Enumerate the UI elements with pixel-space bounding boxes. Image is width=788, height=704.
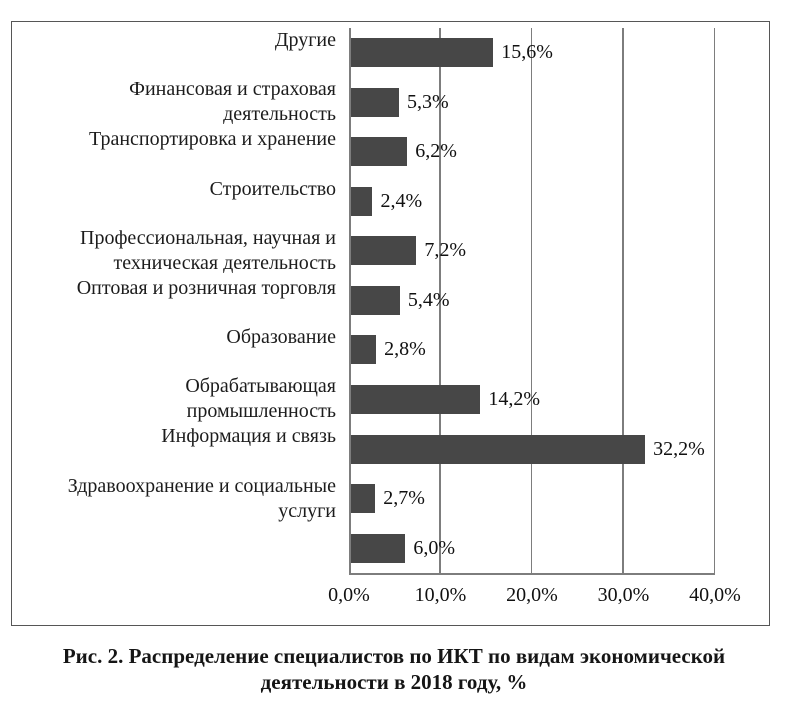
value-label: 14,2% — [488, 387, 541, 410]
category-label: Здравоохранение и социальные услуги — [67, 474, 336, 522]
gridlines — [349, 28, 715, 575]
bar — [350, 87, 399, 117]
gridline — [713, 28, 715, 573]
bar-track: 6,2% — [350, 127, 719, 176]
category-label: Другие — [274, 29, 336, 51]
chart-row: Другие 15,6% — [12, 28, 769, 77]
category-label: Оптовая и розничная торговля — [76, 276, 336, 299]
category-label: Образование — [226, 326, 336, 349]
bar — [350, 137, 408, 167]
bar — [350, 335, 377, 365]
bar-track: 6,0% — [350, 524, 719, 573]
chart-row: Обрабатывающая промышленность 14,2% — [12, 374, 769, 424]
x-axis-line — [349, 573, 715, 575]
bar-track: 2,8% — [350, 325, 719, 374]
value-label: 7,2% — [424, 239, 467, 262]
x-tick-label: 30,0% — [597, 584, 650, 606]
x-tick-label: 20,0% — [506, 584, 558, 606]
bar — [350, 484, 376, 514]
chart-row: Строительство 2,4% — [12, 177, 769, 226]
chart-row: 6,0% — [12, 524, 769, 573]
value-label: 2,4% — [380, 189, 423, 212]
gridline — [530, 28, 532, 573]
value-label: 2,7% — [383, 487, 425, 510]
category-label: Строительство — [209, 177, 336, 200]
category-label: Информация и связь — [161, 425, 336, 448]
chart-row: Здравоохранение и социальные услуги 2,7% — [12, 474, 769, 524]
plot-area: Другие 15,6% Финансовая и страховая деятел… — [12, 28, 769, 575]
bar-track: 2,4% — [350, 177, 719, 226]
value-label: 15,6% — [501, 41, 553, 64]
bar-track: 32,2% — [350, 424, 719, 473]
bar — [350, 384, 481, 414]
value-label: 2,8% — [384, 338, 426, 361]
x-tick-label: 40,0% — [689, 584, 741, 606]
chart-row: Транспортировка и хранение 6,2% — [12, 127, 769, 176]
value-label: 6,0% — [413, 536, 456, 559]
chart-row: Информация и связь 32,2% — [12, 424, 769, 473]
bar — [350, 434, 646, 464]
category-label: Обрабатывающая промышленность — [185, 375, 336, 423]
bar-chart-frame: Другие 15,6% Финансовая и страховая деятел… — [11, 21, 770, 626]
chart-row: Профессиональная, научная и техническая … — [12, 226, 769, 276]
category-label — [12, 524, 349, 573]
bar — [350, 285, 400, 315]
bar-track: 14,2% — [350, 374, 719, 424]
bar — [350, 533, 406, 563]
bar-track: 2,7% — [350, 474, 719, 524]
x-tick-label: 0,0% — [328, 584, 370, 606]
bar — [350, 38, 494, 68]
value-label: 5,3% — [406, 90, 449, 113]
x-axis: 0,0% 10,0% 20,0% 30,0% 40,0% — [328, 584, 741, 614]
bar — [350, 236, 417, 266]
bar-rows: Другие 15,6% Финансовая и страховая деятел… — [12, 28, 769, 573]
bar-track: 7,2% — [350, 226, 719, 276]
value-label: 5,4% — [407, 288, 450, 311]
bar-track: 15,6% — [350, 28, 719, 77]
value-label: 32,2% — [653, 437, 705, 460]
chart-row: Финансовая и страховая деятельность 5,3% — [12, 77, 769, 127]
chart-row: Образование 2,8% — [12, 325, 769, 374]
category-label: Профессиональная, научная и техническая … — [80, 226, 336, 274]
bar — [350, 186, 373, 216]
figure-caption: Рис. 2. Распределение специалистов по ИК… — [62, 644, 726, 694]
x-tick-label: 10,0% — [414, 584, 467, 606]
gridline — [622, 28, 624, 573]
chart-row: Оптовая и розничная торговля 5,4% — [12, 276, 769, 325]
value-label: 6,2% — [415, 140, 457, 163]
bar-track: 5,4% — [350, 276, 719, 325]
category-label: Транспортировка и хранение — [89, 128, 336, 151]
y-axis-line — [349, 28, 351, 573]
category-label: Финансовая и страховая деятельность — [129, 78, 336, 126]
gridline — [439, 28, 441, 573]
bar-track: 5,3% — [350, 77, 719, 127]
